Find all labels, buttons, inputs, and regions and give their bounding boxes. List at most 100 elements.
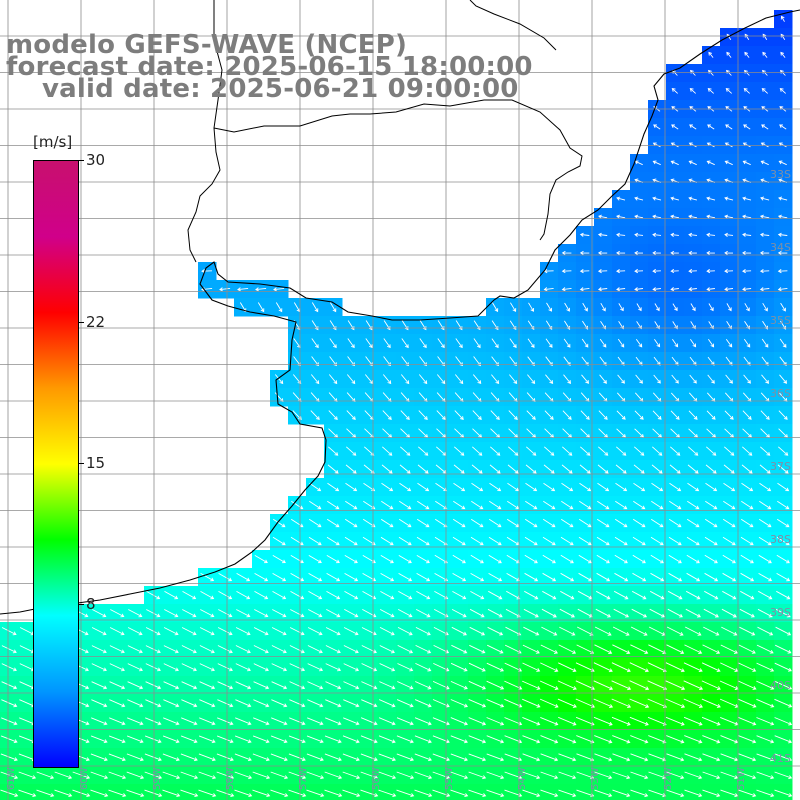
wind-arrow (702, 735, 721, 744)
wind-speed-field (0, 10, 793, 800)
wind-arrow (144, 753, 162, 762)
wind-arrow (707, 88, 714, 94)
wind-arrow (452, 536, 466, 546)
wind-arrow (450, 753, 468, 762)
wind-arrow (686, 518, 700, 528)
speed-cell (540, 784, 559, 800)
wind-arrow (127, 699, 144, 708)
wind-arrow (689, 88, 696, 94)
wind-arrow (635, 338, 643, 348)
wind-arrow (1, 627, 17, 636)
wind-arrow (200, 591, 215, 600)
wind-arrow (774, 680, 793, 690)
wind-arrow (274, 374, 284, 385)
wind-arrow (706, 446, 717, 456)
wind-arrow (671, 374, 679, 384)
wind-arrow (634, 250, 644, 256)
wind-arrow (540, 644, 558, 654)
wind-arrow (381, 500, 394, 510)
wind-arrow (706, 250, 715, 256)
wind-arrow (343, 699, 360, 708)
wind-arrow (378, 789, 397, 798)
wind-arrow (684, 644, 703, 654)
wind-arrow (253, 645, 269, 654)
wind-arrow (702, 753, 721, 762)
wind-arrow (253, 681, 270, 690)
wind-arrow (216, 771, 235, 780)
wind-arrow (486, 662, 504, 672)
wind-arrow (342, 789, 361, 798)
wind-arrow (180, 735, 198, 744)
wind-arrow (633, 482, 646, 492)
wind-arrow (198, 789, 217, 798)
wind-arrow (649, 590, 665, 600)
wind-arrow (774, 698, 793, 708)
wind-arrow (491, 338, 499, 349)
wind-arrow (326, 591, 341, 600)
wind-arrow (648, 644, 667, 654)
wind-arrow (414, 789, 433, 798)
wind-arrow (629, 662, 649, 673)
wind-arrow (541, 626, 558, 636)
wind-arrow (1, 645, 17, 654)
wind-arrow (540, 771, 559, 780)
wind-arrow (701, 698, 721, 708)
wind-arrow (779, 88, 786, 94)
wind-arrow (774, 735, 793, 744)
wind-arrow (417, 464, 429, 474)
wind-arrow (705, 500, 718, 510)
wind-arrow (252, 735, 270, 744)
river-boundary (187, 0, 583, 263)
wind-arrow (290, 536, 304, 546)
wind-arrow (343, 645, 359, 654)
wind-arrow (252, 771, 271, 780)
wind-arrow (634, 196, 644, 201)
wind-arrow (650, 518, 664, 528)
wind-arrow (761, 374, 770, 384)
wind-arrow (672, 339, 679, 348)
wind-arrow (648, 753, 667, 762)
speed-cell (270, 784, 289, 800)
wind-arrow (253, 627, 269, 636)
wind-arrow (706, 268, 715, 274)
wind-arrow (780, 302, 786, 312)
wind-arrow (326, 573, 341, 582)
wind-arrow (235, 645, 251, 654)
wind-arrow (560, 554, 574, 564)
wind-arrow (199, 717, 216, 726)
wind-arrow (325, 663, 342, 672)
wind-arrow (288, 789, 307, 798)
wind-arrow (128, 609, 143, 618)
wind-arrow (288, 771, 307, 780)
wind-arrow (654, 303, 660, 312)
wind-arrow (648, 735, 667, 744)
wind-arrow (307, 681, 324, 690)
wind-arrow (580, 410, 590, 420)
wind-arrow (109, 663, 125, 672)
wind-arrow (722, 572, 737, 582)
wind-arrow (599, 374, 607, 384)
wind-arrow (652, 410, 662, 420)
wind-arrow (560, 518, 574, 528)
wind-arrow (470, 591, 485, 600)
wind-arrow (414, 699, 432, 708)
wind-arrow (668, 572, 683, 582)
wind-arrow (365, 338, 373, 349)
wind-arrow (307, 663, 324, 672)
wind-arrow (670, 232, 679, 237)
speed-cell (342, 784, 361, 800)
wind-arrow (325, 717, 342, 726)
wind-arrow (724, 287, 734, 292)
wind-arrow (163, 717, 180, 726)
wind-arrow (632, 518, 646, 528)
wind-arrow (453, 482, 466, 492)
wind-arrow (774, 753, 793, 762)
wind-arrow (109, 627, 125, 636)
wind-arrow (653, 124, 661, 130)
wind-arrow (360, 717, 378, 726)
wind-arrow (579, 232, 590, 237)
wind-arrow (289, 663, 306, 672)
wind-arrow (579, 269, 590, 274)
colorbar (33, 160, 79, 768)
wind-arrow (329, 338, 337, 349)
